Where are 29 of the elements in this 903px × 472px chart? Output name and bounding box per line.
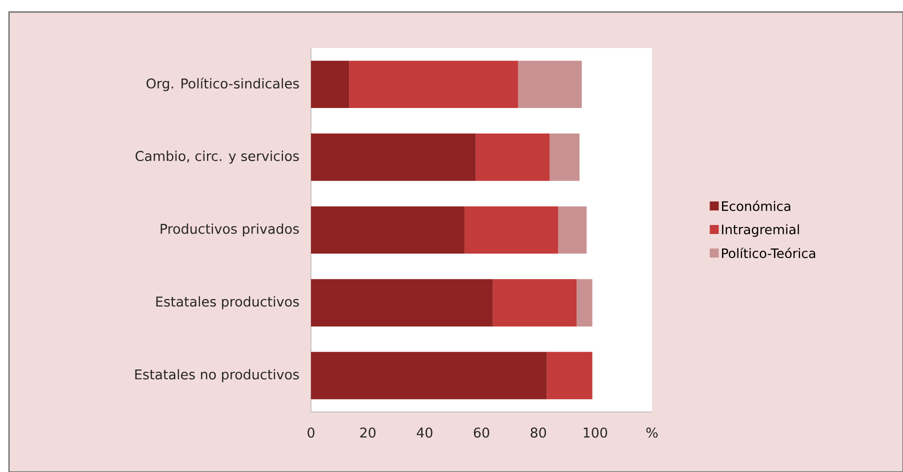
- bar: [558, 206, 587, 254]
- y-tick-label: Estatales productivos: [156, 296, 299, 310]
- bar: [349, 60, 518, 108]
- y-tick-label: Productivos privados: [160, 223, 299, 236]
- x-tick-label: 80: [530, 428, 546, 438]
- x-tick-label: 0: [308, 428, 314, 438]
- bar: [311, 206, 464, 254]
- bar: [464, 206, 558, 254]
- y-tick-label: Cambio, circ. y servicios: [136, 150, 299, 164]
- x-tick-label: %: [646, 428, 658, 438]
- bar: [492, 279, 577, 326]
- bar: [311, 352, 547, 400]
- y-tick-label: Estatales no productivos: [135, 369, 299, 382]
- bar: [311, 134, 476, 181]
- bar: [311, 279, 493, 326]
- bar: [476, 134, 550, 181]
- x-tick-label: 40: [416, 428, 432, 438]
- y-tick-label: Org. Político-sindicales: [146, 78, 299, 92]
- bar: [546, 352, 592, 400]
- legend-label: Económica: [722, 200, 790, 212]
- legend-label: Político-Teórica: [722, 248, 816, 258]
- bar: [311, 60, 350, 108]
- x-tick-label: 60: [474, 428, 490, 438]
- x-tick-label: 100: [584, 428, 608, 438]
- bar: [518, 60, 582, 108]
- x-tick-label: 20: [360, 428, 376, 438]
- bar: [576, 279, 592, 326]
- legend-label: Intragremial: [722, 224, 799, 237]
- bar: [550, 134, 580, 181]
